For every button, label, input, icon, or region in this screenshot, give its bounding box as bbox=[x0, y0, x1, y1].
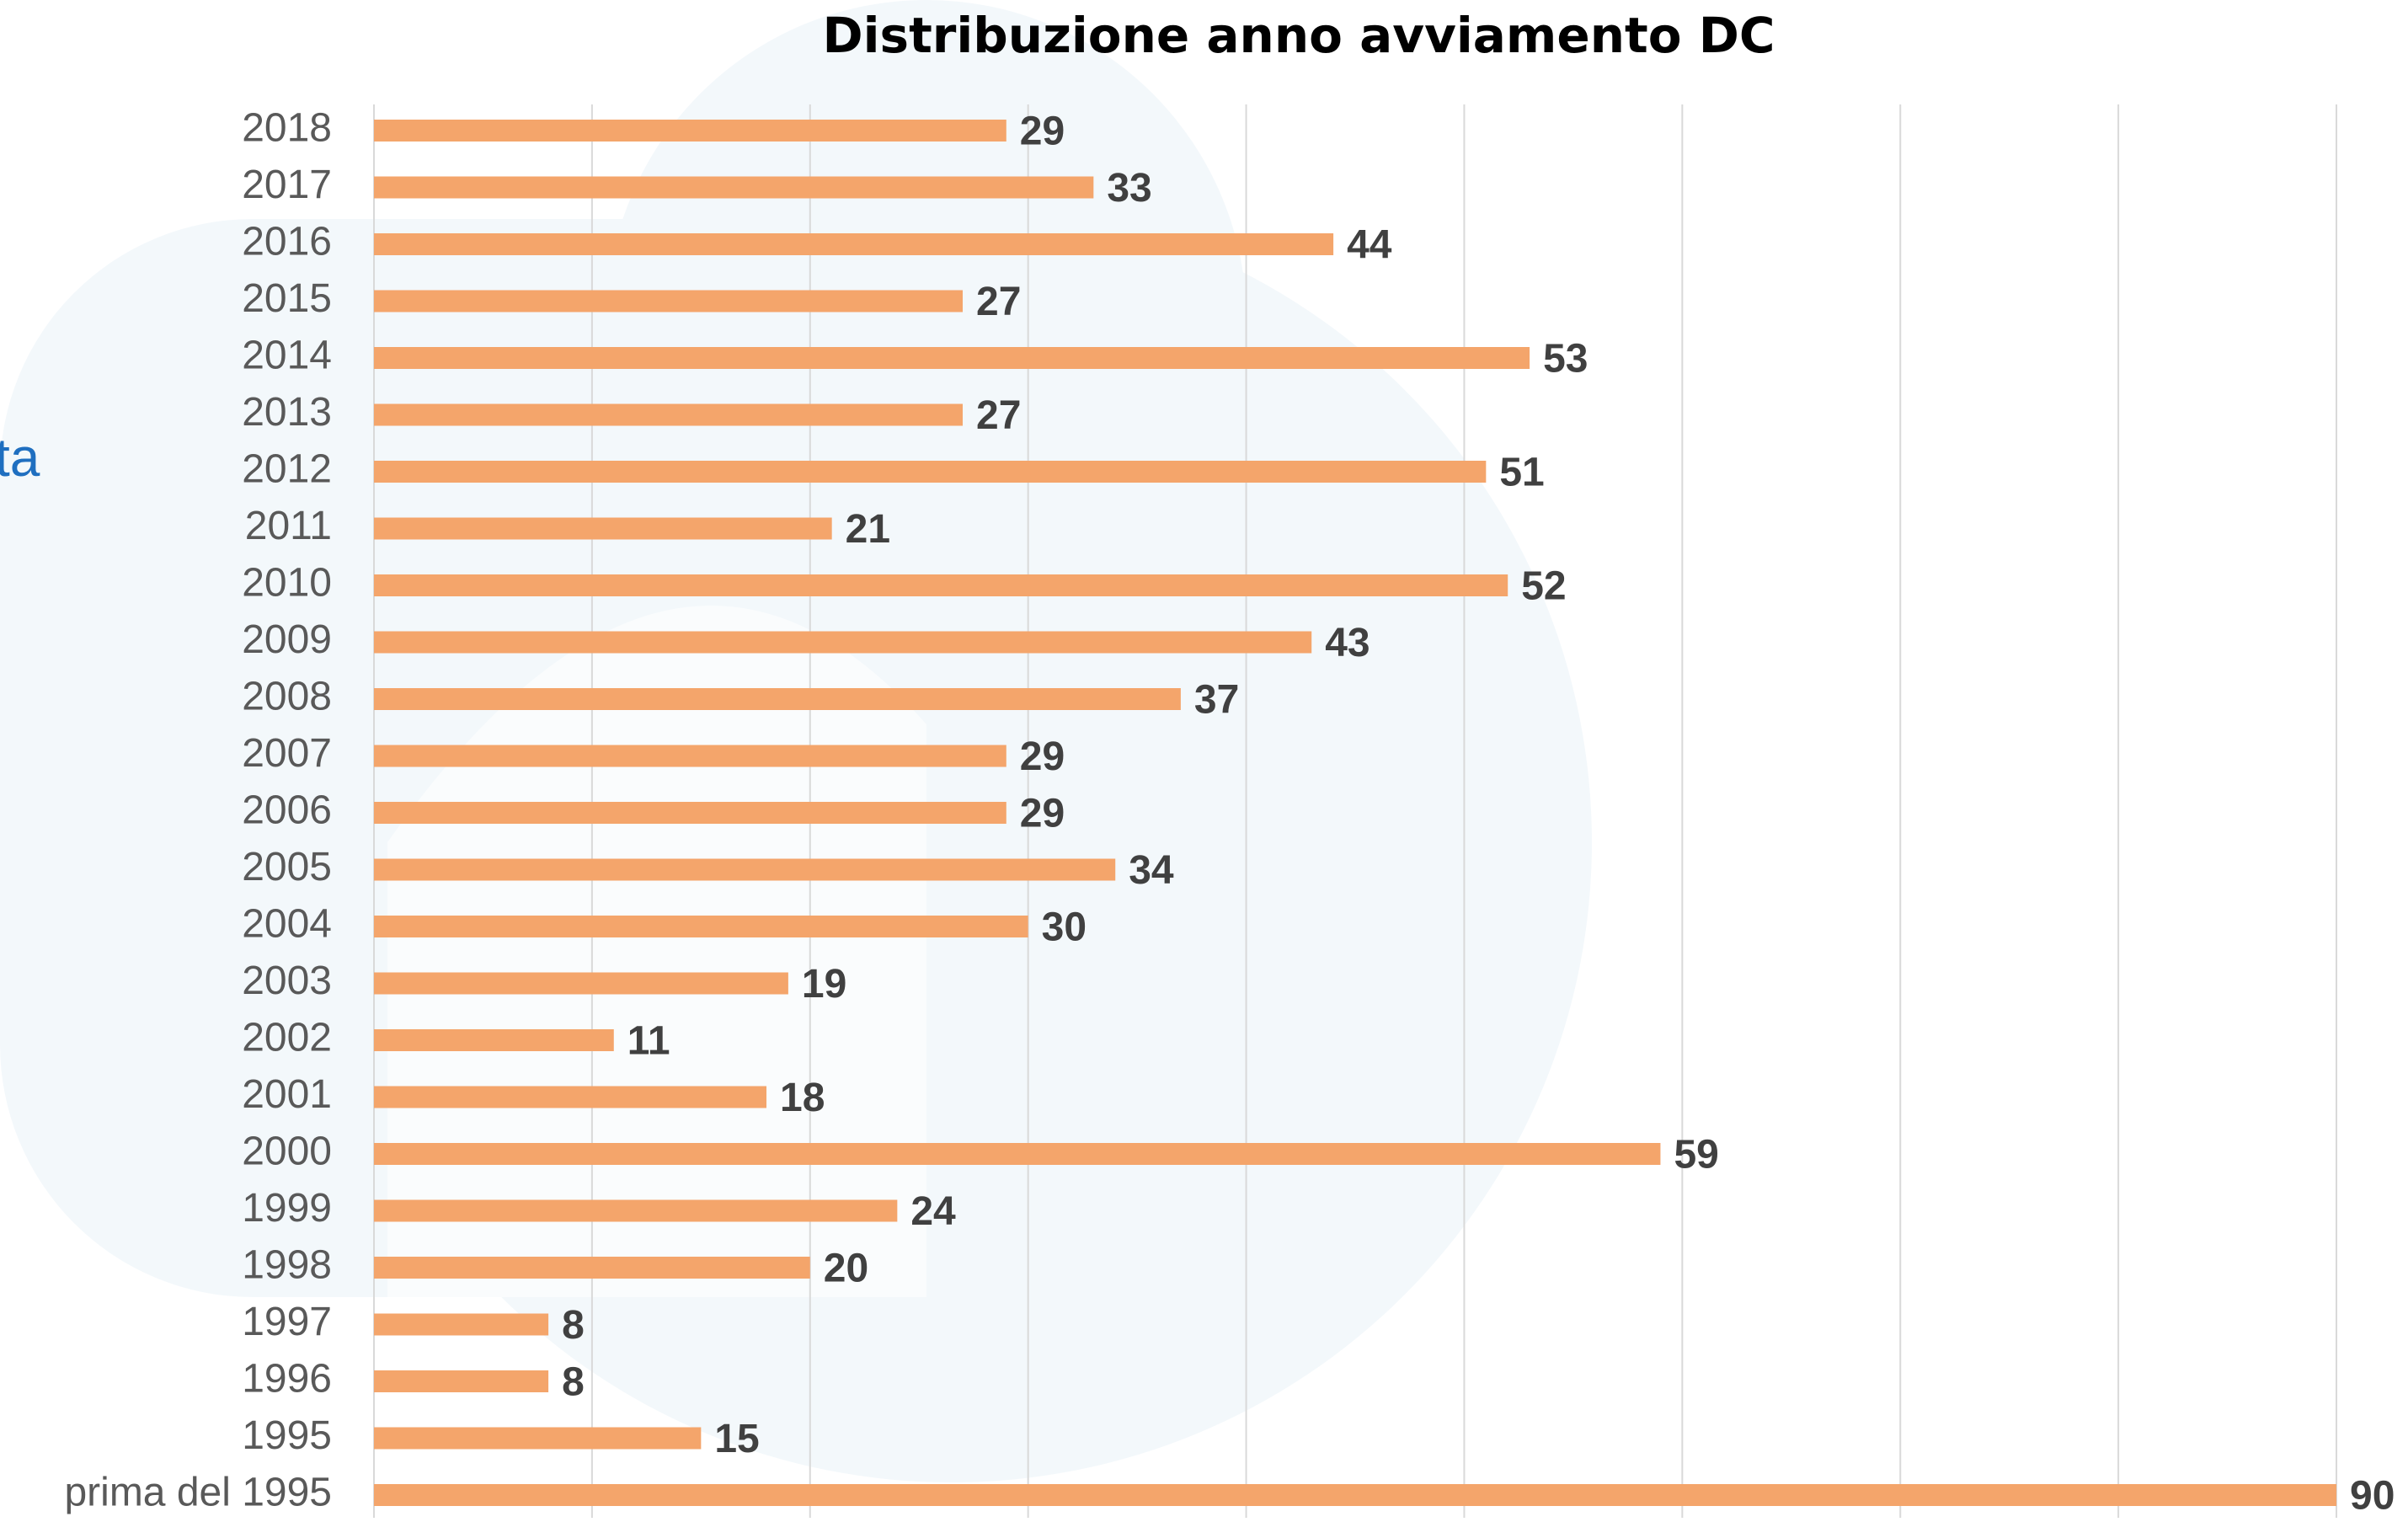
value-label: 44 bbox=[1347, 223, 1392, 268]
value-label: 59 bbox=[1674, 1133, 1718, 1178]
y-tick-label: 1999 bbox=[242, 1186, 332, 1231]
bar bbox=[374, 1313, 549, 1336]
y-tick-label: 2014 bbox=[242, 334, 332, 378]
bar bbox=[374, 347, 1530, 369]
value-label: 8 bbox=[562, 1360, 585, 1405]
y-tick-label: 1997 bbox=[242, 1300, 332, 1344]
value-label: 34 bbox=[1129, 848, 1174, 893]
value-label: 29 bbox=[1020, 734, 1065, 779]
y-tick-label: 1995 bbox=[242, 1413, 332, 1458]
background-decoration-inner bbox=[387, 606, 926, 1297]
grid bbox=[373, 104, 2337, 1518]
bar bbox=[374, 233, 1334, 255]
value-label: 27 bbox=[976, 393, 1021, 438]
value-label: 33 bbox=[1107, 166, 1151, 211]
value-label: 52 bbox=[1521, 564, 1566, 609]
value-label: 20 bbox=[824, 1247, 868, 1291]
value-label: 8 bbox=[562, 1303, 585, 1348]
y-tick-label: 2018 bbox=[242, 106, 332, 151]
background-text: ta bbox=[0, 427, 40, 488]
y-tick-label: 2008 bbox=[242, 675, 332, 719]
value-label: 24 bbox=[910, 1189, 956, 1234]
value-label: 18 bbox=[780, 1076, 825, 1120]
y-tick-label: 1998 bbox=[242, 1243, 332, 1288]
bar bbox=[374, 688, 1181, 710]
y-tick-label: 1996 bbox=[242, 1357, 332, 1402]
y-tick-label: 2011 bbox=[245, 504, 332, 548]
y-tick-label: prima del 1995 bbox=[64, 1471, 332, 1515]
bar bbox=[374, 1484, 2336, 1506]
value-label: 11 bbox=[627, 1019, 670, 1064]
bar bbox=[374, 1257, 810, 1279]
y-tick-label: 2006 bbox=[242, 788, 332, 833]
y-tick-label: 2013 bbox=[242, 390, 332, 435]
value-label: 27 bbox=[976, 280, 1021, 324]
value-label: 29 bbox=[1020, 792, 1065, 836]
value-label: 43 bbox=[1325, 621, 1370, 665]
y-tick-label: 2001 bbox=[242, 1072, 332, 1117]
y-tick-label: 2016 bbox=[242, 220, 332, 264]
bar bbox=[374, 631, 1312, 654]
bar bbox=[374, 1143, 1661, 1165]
bar bbox=[374, 858, 1116, 881]
y-tick-label: 2015 bbox=[242, 276, 332, 321]
value-label: 15 bbox=[714, 1417, 759, 1461]
y-tick-label: 2003 bbox=[242, 959, 332, 1003]
bar bbox=[374, 1029, 614, 1051]
chart-title: Distribuzione anno avviamento DC bbox=[823, 7, 1775, 64]
value-label: 53 bbox=[1543, 337, 1588, 382]
value-label: 51 bbox=[1499, 451, 1544, 495]
y-tick-label: 2000 bbox=[242, 1129, 332, 1174]
y-tick-label: 2002 bbox=[242, 1016, 332, 1060]
bar bbox=[374, 461, 1487, 483]
bar bbox=[374, 916, 1028, 937]
value-label: 37 bbox=[1194, 678, 1239, 723]
bar bbox=[374, 403, 963, 426]
bar bbox=[374, 1086, 766, 1108]
y-tick-label: 2010 bbox=[242, 561, 332, 606]
bar bbox=[374, 176, 1094, 199]
value-label: 19 bbox=[802, 962, 846, 1007]
y-tick-label: 2012 bbox=[242, 447, 332, 492]
y-tick-label: 2017 bbox=[242, 163, 332, 207]
value-label: 21 bbox=[846, 507, 890, 552]
bar bbox=[374, 1199, 898, 1222]
value-label: 90 bbox=[2350, 1474, 2395, 1519]
value-label: 29 bbox=[1020, 109, 1065, 154]
bar bbox=[374, 290, 963, 312]
bar bbox=[374, 1427, 702, 1450]
bar bbox=[374, 120, 1006, 142]
y-tick-label: 2005 bbox=[242, 845, 332, 889]
y-tick-label: 2009 bbox=[242, 617, 332, 662]
bar bbox=[374, 972, 788, 995]
bar bbox=[374, 802, 1006, 824]
bar bbox=[374, 745, 1006, 767]
value-label: 30 bbox=[1042, 905, 1087, 950]
bar bbox=[374, 1370, 549, 1392]
y-tick-label: 2007 bbox=[242, 731, 332, 776]
bar bbox=[374, 517, 832, 540]
y-tick-label: 2004 bbox=[242, 902, 332, 947]
bar bbox=[374, 574, 1508, 596]
